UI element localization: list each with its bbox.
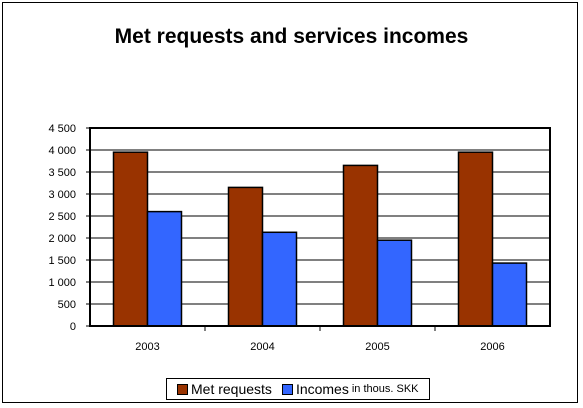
x-tick-label: 2005 [365,341,389,353]
legend-swatch-met-requests [177,383,188,395]
legend: Met requests Incomes in thous. SKK [166,378,430,400]
y-tick-label: 2 500 [48,211,76,223]
legend-label-incomes-unit: in thous. SKK [351,383,419,395]
x-tick-label: 2006 [480,341,504,353]
y-tick-label: 500 [58,299,76,311]
y-tick-label: 0 [70,321,76,333]
bar-met-requests-2004 [227,186,264,327]
x-tick-label: 2003 [135,341,159,353]
legend-item-met-requests: Met requests [177,381,272,397]
chart-title: Met requests and services incomes [114,25,469,48]
bar-incomes-2003 [146,210,183,327]
bar-met-requests-2003 [112,151,149,327]
y-tick-label: 1 000 [48,277,76,289]
bar-incomes-2006 [491,262,528,327]
y-tick-label: 4 500 [48,123,76,135]
y-tick-label: 4 000 [48,145,76,157]
legend-item-incomes: Incomes in thous. SKK [281,381,419,397]
y-tick-label: 1 500 [48,255,76,267]
y-tick-label: 2 000 [48,233,76,245]
plot-border [89,127,551,327]
y-tick-label: 3 000 [48,189,76,201]
legend-label-met-requests: Met requests [191,381,272,397]
bar-incomes-2004 [261,231,298,327]
legend-label-incomes: Incomes [295,381,349,397]
bar-met-requests-2006 [457,151,494,327]
legend-swatch-incomes [281,383,293,395]
x-tick-label: 2004 [250,341,274,353]
y-tick-label: 3 500 [48,167,76,179]
bar-incomes-2005 [376,239,413,327]
bar-met-requests-2005 [342,164,379,327]
